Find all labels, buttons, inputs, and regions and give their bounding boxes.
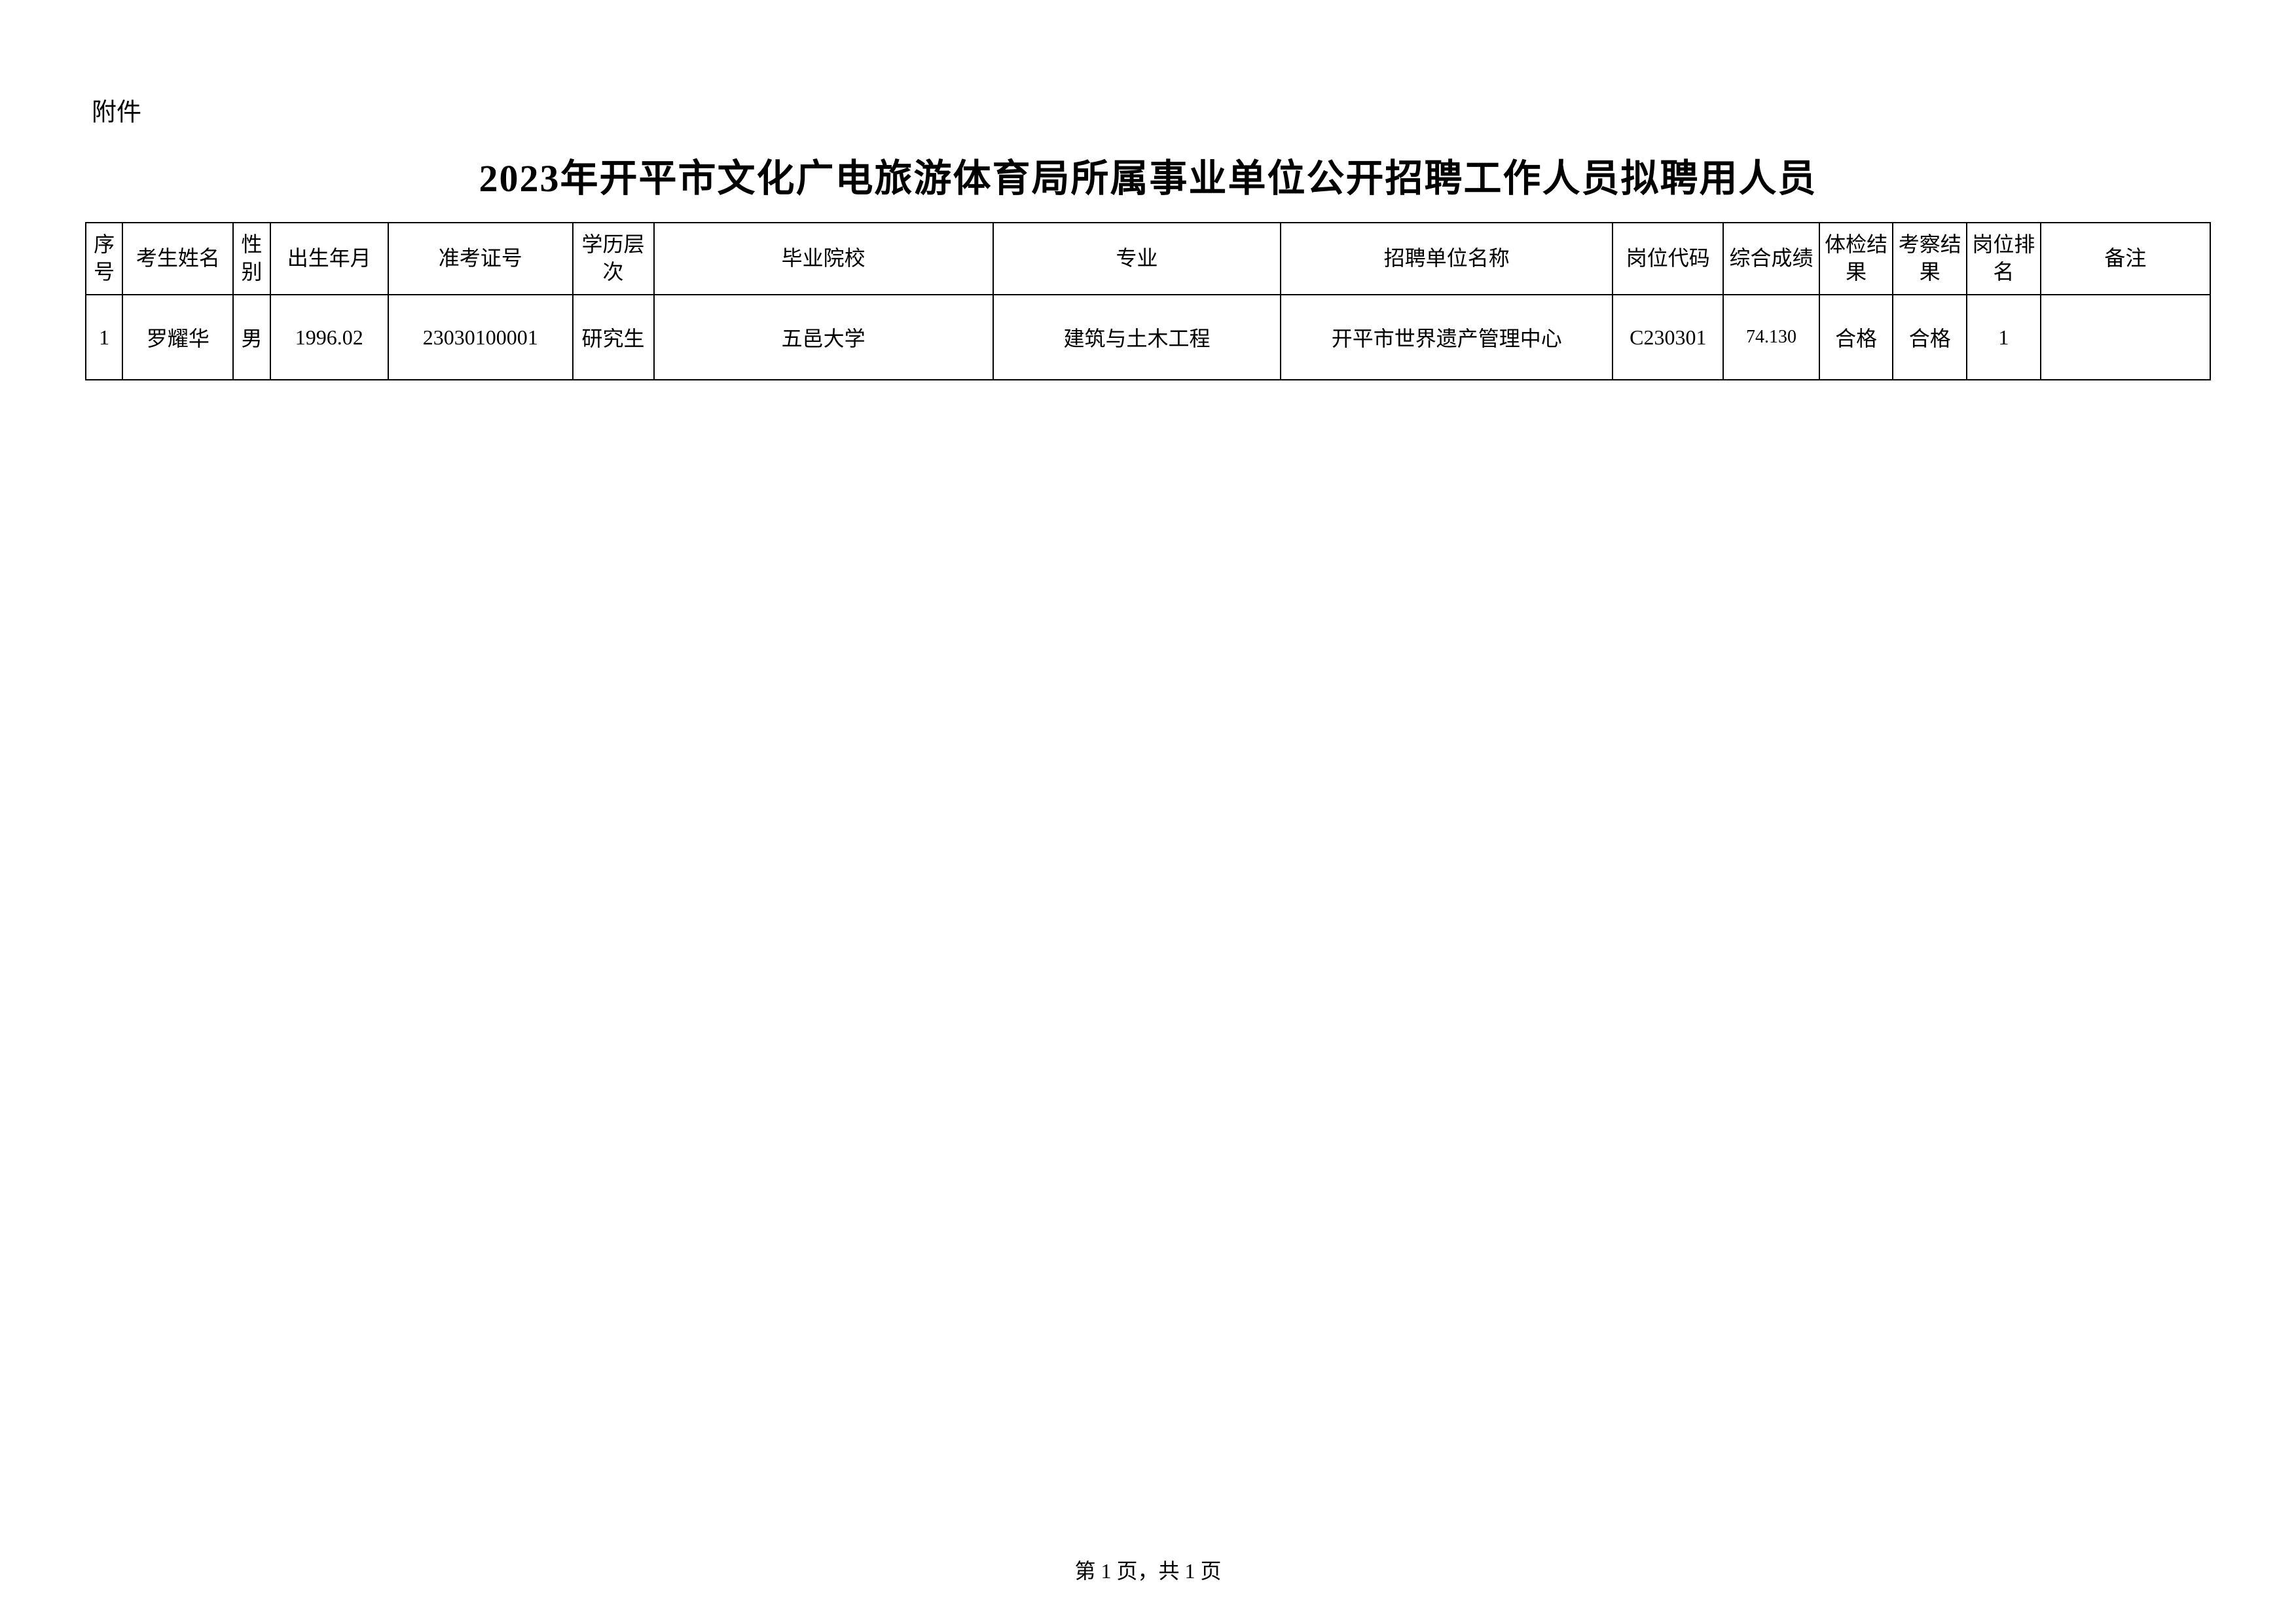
cell-score: 74.130 xyxy=(1723,295,1819,380)
page-footer: 第 1 页，共 1 页 xyxy=(0,1555,2296,1585)
col-header-school: 毕业院校 xyxy=(654,223,993,295)
cell-exam-id: 23030100001 xyxy=(388,295,573,380)
col-header-gender: 性别 xyxy=(233,223,270,295)
cell-physical: 合格 xyxy=(1819,295,1893,380)
cell-edu: 研究生 xyxy=(573,295,654,380)
col-header-exam-id: 准考证号 xyxy=(388,223,573,295)
cell-school: 五邑大学 xyxy=(654,295,993,380)
col-header-check: 考察结果 xyxy=(1893,223,1967,295)
cell-seq: 1 xyxy=(86,295,122,380)
col-header-name: 考生姓名 xyxy=(122,223,233,295)
cell-birth: 1996.02 xyxy=(270,295,388,380)
col-header-birth: 出生年月 xyxy=(270,223,388,295)
col-header-physical: 体检结果 xyxy=(1819,223,1893,295)
cell-name: 罗耀华 xyxy=(122,295,233,380)
col-header-seq: 序号 xyxy=(86,223,122,295)
col-header-rank: 岗位排名 xyxy=(1967,223,2041,295)
cell-note xyxy=(2041,295,2210,380)
cell-position: C230301 xyxy=(1613,295,1723,380)
col-header-major: 专业 xyxy=(993,223,1281,295)
col-header-position: 岗位代码 xyxy=(1613,223,1723,295)
col-header-score: 综合成绩 xyxy=(1723,223,1819,295)
cell-check: 合格 xyxy=(1893,295,1967,380)
col-header-note: 备注 xyxy=(2041,223,2210,295)
table-row: 1 罗耀华 男 1996.02 23030100001 研究生 五邑大学 建筑与… xyxy=(86,295,2210,380)
cell-gender: 男 xyxy=(233,295,270,380)
cell-major: 建筑与土木工程 xyxy=(993,295,1281,380)
cell-rank: 1 xyxy=(1967,295,2041,380)
table-header-row: 序号 考生姓名 性别 出生年月 准考证号 学历层次 毕业院校 专业 招聘单位名称… xyxy=(86,223,2210,295)
page-title: 2023年开平市文化广电旅游体育局所属事业单位公开招聘工作人员拟聘用人员 xyxy=(85,147,2211,202)
col-header-unit: 招聘单位名称 xyxy=(1281,223,1613,295)
attachment-label: 附件 xyxy=(92,92,2211,128)
col-header-edu: 学历层次 xyxy=(573,223,654,295)
cell-unit: 开平市世界遗产管理中心 xyxy=(1281,295,1613,380)
personnel-table: 序号 考生姓名 性别 出生年月 准考证号 学历层次 毕业院校 专业 招聘单位名称… xyxy=(85,222,2211,380)
